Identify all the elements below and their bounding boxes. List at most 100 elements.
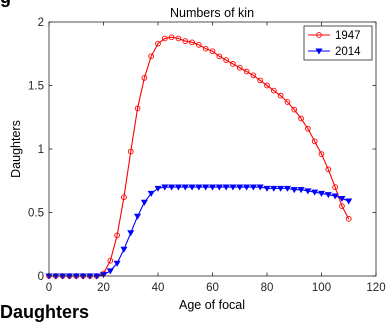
x-tick-label: 100 — [312, 282, 331, 294]
chart-title: Numbers of kin — [170, 6, 254, 20]
data-point-1947 — [155, 40, 161, 47]
data-point-1947 — [264, 82, 270, 89]
data-point-2014 — [202, 184, 210, 191]
legend-label-1947: 1947 — [335, 30, 361, 42]
data-point-1947 — [318, 151, 325, 157]
y-tick-label: 1.5 — [28, 81, 44, 93]
y-tick-label: 2 — [38, 17, 44, 29]
data-point-2014 — [134, 213, 142, 220]
data-point-2014 — [249, 184, 257, 191]
data-point-1947 — [325, 166, 332, 173]
data-point-1947 — [202, 45, 209, 52]
data-point-1947 — [189, 39, 195, 46]
data-point-2014 — [283, 185, 291, 192]
legend-marker-2014 — [315, 48, 323, 55]
cropped-caption-fragment: Daughters — [0, 302, 90, 322]
data-point-1947 — [161, 35, 168, 42]
y-ticks: 0 0.5 1 1.5 2 — [28, 17, 376, 283]
data-point-2014 — [208, 184, 217, 191]
data-point-2014 — [317, 190, 326, 197]
data-point-1947 — [270, 87, 277, 94]
plot-area — [49, 22, 376, 276]
data-point-2014 — [243, 184, 251, 191]
data-point-2014 — [147, 190, 155, 197]
data-point-1947 — [216, 53, 223, 60]
data-point-1947 — [291, 106, 298, 113]
data-point-2014 — [270, 185, 278, 192]
data-point-1947 — [107, 257, 114, 264]
legend-box — [303, 25, 373, 61]
data-point-2014 — [174, 184, 182, 191]
data-point-1947 — [209, 48, 216, 55]
data-point-2014 — [304, 188, 312, 195]
y-axis-label: Daughters — [9, 120, 23, 178]
x-tick-label: 60 — [206, 282, 219, 294]
data-point-2014 — [311, 189, 319, 196]
data-point-1947 — [345, 216, 352, 222]
x-ticks: 0 20 40 60 80 100 120 — [46, 22, 386, 294]
x-tick-label: 20 — [97, 282, 110, 294]
y-tick-label: 0.5 — [28, 208, 44, 220]
data-point-2014 — [222, 184, 230, 191]
data-point-2014 — [120, 246, 128, 253]
legend-item-1947: 1947 — [308, 30, 361, 42]
data-point-1947 — [277, 92, 284, 99]
data-point-1947 — [250, 72, 257, 79]
data-point-2014 — [277, 185, 285, 192]
data-point-2014 — [236, 184, 244, 191]
data-point-1947 — [114, 232, 120, 239]
data-point-2014 — [229, 184, 237, 191]
data-point-1947 — [339, 203, 345, 210]
x-axis-label: Age of focal — [179, 298, 245, 312]
cropped-heading-fragment: g — [0, 0, 11, 6]
data-point-1947 — [298, 115, 304, 122]
data-point-2014 — [168, 184, 176, 191]
series-layer — [45, 34, 353, 280]
data-point-2014 — [140, 199, 148, 206]
data-point-1947 — [332, 184, 338, 190]
x-tick-label: 80 — [261, 282, 274, 294]
data-point-1947 — [257, 77, 264, 84]
data-point-1947 — [223, 57, 229, 63]
data-point-2014 — [331, 193, 339, 200]
data-point-2014 — [215, 184, 223, 191]
data-point-2014 — [161, 184, 169, 191]
legend: 1947 2014 — [303, 25, 373, 61]
x-tick-label: 0 — [46, 282, 52, 294]
data-point-2014 — [256, 184, 264, 191]
data-point-1947 — [134, 105, 141, 112]
data-point-2014 — [127, 230, 135, 237]
data-point-2014 — [324, 192, 332, 199]
data-point-1947 — [175, 35, 182, 42]
legend-label-2014: 2014 — [335, 46, 361, 58]
data-point-1947 — [148, 53, 155, 60]
data-point-1947 — [141, 75, 148, 81]
data-point-1947 — [236, 64, 243, 71]
legend-marker-1947 — [316, 32, 322, 38]
data-point-1947 — [121, 194, 127, 201]
data-point-2014 — [188, 184, 196, 191]
data-point-2014 — [106, 268, 114, 275]
y-tick-label: 0 — [38, 271, 44, 283]
data-point-1947 — [127, 148, 134, 155]
legend-item-2014: 2014 — [308, 46, 361, 58]
data-point-2014 — [297, 187, 305, 194]
data-point-1947 — [243, 68, 250, 75]
data-point-1947 — [196, 42, 202, 48]
data-point-1947 — [284, 99, 291, 105]
x-tick-label: 120 — [366, 282, 385, 294]
data-point-1947 — [305, 125, 311, 132]
data-point-2014 — [154, 185, 162, 192]
data-point-2014 — [290, 187, 298, 194]
data-point-2014 — [345, 198, 353, 205]
x-tick-label: 40 — [152, 282, 165, 294]
data-point-1947 — [311, 138, 318, 145]
data-point-2014 — [113, 260, 121, 267]
y-tick-label: 1 — [38, 144, 44, 156]
data-point-1947 — [168, 34, 175, 41]
data-point-2014 — [181, 184, 189, 191]
data-point-2014 — [195, 184, 203, 191]
data-point-1947 — [182, 38, 189, 44]
data-point-2014 — [338, 195, 346, 202]
